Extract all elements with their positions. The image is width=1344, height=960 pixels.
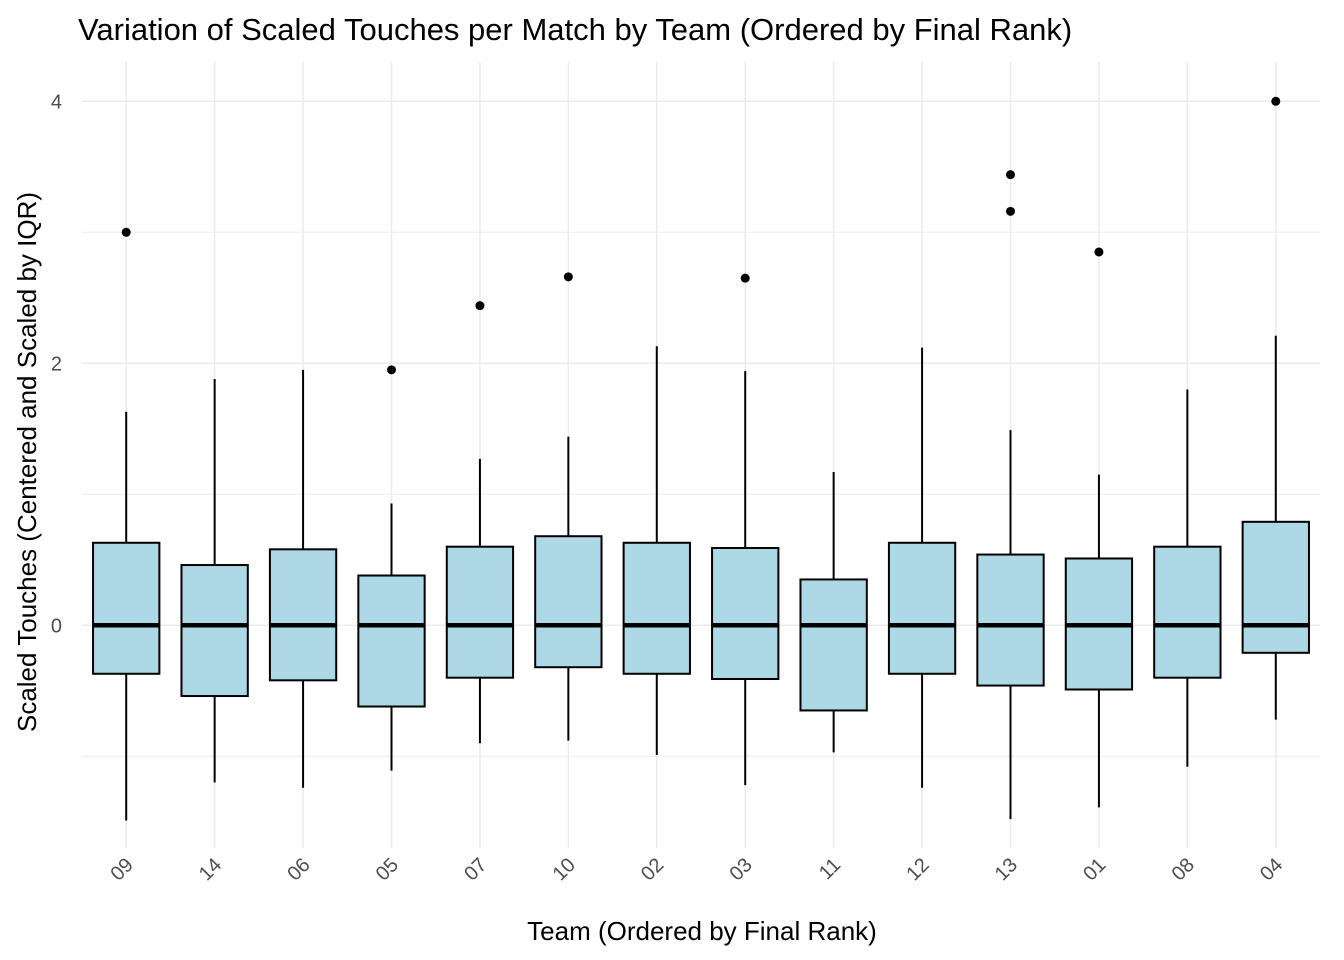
x-axis-ticks: 09 14 06 05 07 10 02 03 11 12 13 01 08 04 bbox=[106, 854, 1287, 885]
box-iqr bbox=[180, 564, 249, 698]
box-iqr bbox=[268, 548, 338, 682]
x-tick-label: 11 bbox=[815, 854, 845, 884]
box-iqr bbox=[534, 535, 603, 669]
x-tick-label: 06 bbox=[283, 854, 314, 885]
box-05 bbox=[357, 365, 426, 771]
box-02 bbox=[622, 346, 691, 755]
y-axis-title: Scaled Touches (Centered and Scaled by I… bbox=[12, 192, 42, 732]
box-12 bbox=[887, 347, 957, 788]
x-tick-label: 04 bbox=[1256, 854, 1287, 885]
x-tick-label: 02 bbox=[637, 854, 668, 885]
grid-lines bbox=[82, 62, 1320, 848]
x-tick-label: 03 bbox=[725, 854, 756, 885]
outlier-point bbox=[121, 227, 131, 237]
outlier-point bbox=[387, 365, 396, 375]
box-iqr bbox=[1153, 545, 1222, 679]
box-iqr bbox=[622, 541, 691, 675]
outlier-point bbox=[475, 301, 485, 311]
box-11 bbox=[799, 472, 868, 753]
outlier-point bbox=[1006, 170, 1015, 180]
x-tick-label: 01 bbox=[1079, 854, 1110, 885]
box-iqr bbox=[799, 578, 868, 712]
box-iqr bbox=[711, 547, 780, 681]
box-series bbox=[92, 96, 1310, 821]
outlier-point bbox=[1094, 247, 1104, 257]
box-06 bbox=[268, 369, 338, 788]
y-axis-ticks: 0 2 4 bbox=[51, 91, 62, 637]
box-07 bbox=[445, 301, 515, 744]
x-tick-label: 13 bbox=[991, 854, 1022, 885]
box-03 bbox=[711, 273, 780, 786]
box-08 bbox=[1153, 389, 1222, 767]
x-tick-label: 08 bbox=[1168, 854, 1199, 885]
box-01 bbox=[1064, 247, 1134, 808]
box-10 bbox=[534, 272, 603, 741]
y-tick-label: 2 bbox=[51, 353, 62, 375]
box-iqr bbox=[357, 574, 426, 708]
outlier-point bbox=[1006, 206, 1015, 216]
x-tick-label: 10 bbox=[549, 854, 580, 885]
box-iqr bbox=[92, 541, 161, 675]
x-tick-label: 12 bbox=[902, 854, 933, 885]
x-tick-label: 07 bbox=[460, 854, 491, 885]
outlier-point bbox=[740, 273, 750, 283]
x-tick-label: 14 bbox=[195, 854, 226, 885]
chart-title: Variation of Scaled Touches per Match by… bbox=[78, 12, 1072, 47]
x-tick-label: 05 bbox=[372, 854, 403, 885]
box-13 bbox=[976, 170, 1045, 820]
box-iqr bbox=[887, 541, 957, 675]
y-tick-label: 4 bbox=[51, 91, 62, 113]
outlier-point bbox=[1271, 96, 1281, 106]
x-tick-label: 09 bbox=[106, 854, 137, 885]
box-iqr bbox=[1241, 520, 1310, 654]
box-04 bbox=[1241, 96, 1310, 720]
x-axis-title: Team (Ordered by Final Rank) bbox=[527, 916, 877, 946]
box-iqr bbox=[976, 553, 1045, 687]
box-09 bbox=[92, 227, 161, 821]
y-tick-label: 0 bbox=[51, 615, 62, 637]
box-14 bbox=[180, 379, 249, 783]
box-iqr bbox=[445, 545, 515, 679]
outlier-point bbox=[563, 272, 573, 282]
